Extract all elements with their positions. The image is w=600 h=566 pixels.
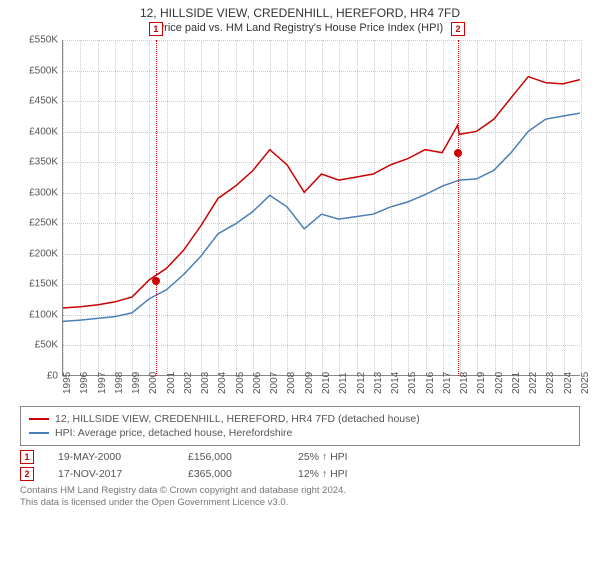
x-axis-label: 1996 bbox=[79, 372, 90, 394]
x-axis-label: 2016 bbox=[425, 372, 436, 394]
legend-item: HPI: Average price, detached house, Here… bbox=[29, 427, 571, 439]
x-axis-label: 2001 bbox=[166, 372, 177, 394]
marker-label: 2 bbox=[451, 22, 465, 36]
legend-label: 12, HILLSIDE VIEW, CREDENHILL, HEREFORD,… bbox=[55, 413, 420, 425]
footnote: Contains HM Land Registry data © Crown c… bbox=[20, 485, 580, 510]
footnote-line: This data is licensed under the Open Gov… bbox=[20, 497, 580, 509]
x-axis-label: 2006 bbox=[252, 372, 263, 394]
x-axis-label: 2015 bbox=[407, 372, 418, 394]
transaction-row: 2 17-NOV-2017£365,00012% ↑ HPI bbox=[20, 467, 580, 481]
x-axis-label: 2004 bbox=[217, 372, 228, 394]
y-axis-label: £500K bbox=[20, 65, 58, 76]
x-axis-label: 2022 bbox=[528, 372, 539, 394]
marker-point bbox=[152, 277, 160, 285]
chart-container: 12, HILLSIDE VIEW, CREDENHILL, HEREFORD,… bbox=[0, 6, 600, 566]
x-axis-label: 2007 bbox=[269, 372, 280, 394]
series-line bbox=[63, 77, 580, 308]
transaction-delta: 25% ↑ HPI bbox=[298, 451, 408, 463]
x-axis-label: 2020 bbox=[494, 372, 505, 394]
transaction-marker: 1 bbox=[20, 450, 34, 464]
x-axis-label: 2019 bbox=[476, 372, 487, 394]
legend-swatch bbox=[29, 418, 49, 420]
legend-box: 12, HILLSIDE VIEW, CREDENHILL, HEREFORD,… bbox=[20, 406, 580, 446]
marker-label: 1 bbox=[149, 22, 163, 36]
y-axis-label: £350K bbox=[20, 157, 58, 168]
x-axis-label: 1999 bbox=[131, 372, 142, 394]
transaction-date: 19-MAY-2000 bbox=[58, 451, 188, 463]
legend-label: HPI: Average price, detached house, Here… bbox=[55, 427, 292, 439]
y-axis-label: £0 bbox=[20, 371, 58, 382]
transaction-price: £365,000 bbox=[188, 468, 298, 480]
x-axis-label: 2012 bbox=[356, 372, 367, 394]
chart-lines bbox=[63, 40, 580, 375]
transaction-price: £156,000 bbox=[188, 451, 298, 463]
transaction-table: 1 19-MAY-2000£156,00025% ↑ HPI 2 17-NOV-201… bbox=[20, 450, 580, 481]
x-axis-label: 2014 bbox=[390, 372, 401, 394]
x-axis-label: 2002 bbox=[183, 372, 194, 394]
x-axis-label: 2005 bbox=[235, 372, 246, 394]
gridline-v bbox=[581, 40, 582, 375]
y-axis-label: £250K bbox=[20, 218, 58, 229]
x-axis-label: 1997 bbox=[97, 372, 108, 394]
x-axis-label: 2021 bbox=[511, 372, 522, 394]
series-line bbox=[63, 113, 580, 321]
y-axis-label: £400K bbox=[20, 126, 58, 137]
x-axis-label: 2008 bbox=[286, 372, 297, 394]
x-axis-label: 2010 bbox=[321, 372, 332, 394]
y-axis-label: £100K bbox=[20, 309, 58, 320]
chart-title: 12, HILLSIDE VIEW, CREDENHILL, HEREFORD,… bbox=[0, 6, 600, 20]
legend-swatch bbox=[29, 432, 49, 434]
x-axis-label: 2017 bbox=[442, 372, 453, 394]
chart-subtitle: Price paid vs. HM Land Registry's House … bbox=[0, 22, 600, 34]
x-axis-label: 2013 bbox=[373, 372, 384, 394]
x-axis-label: 2023 bbox=[545, 372, 556, 394]
marker-guideline bbox=[458, 40, 459, 376]
x-axis-label: 1995 bbox=[62, 372, 73, 394]
y-axis-label: £550K bbox=[20, 35, 58, 46]
x-axis-label: 2003 bbox=[200, 372, 211, 394]
footnote-line: Contains HM Land Registry data © Crown c… bbox=[20, 485, 580, 497]
marker-point bbox=[454, 149, 462, 157]
transaction-date: 17-NOV-2017 bbox=[58, 468, 188, 480]
y-axis-label: £200K bbox=[20, 248, 58, 259]
y-axis-label: £300K bbox=[20, 187, 58, 198]
chart-area: £0 £50K £100K £150K £200K £250K £300K £350K £400… bbox=[20, 40, 580, 400]
y-axis-label: £50K bbox=[20, 340, 58, 351]
x-axis-label: 2025 bbox=[580, 372, 591, 394]
transaction-delta: 12% ↑ HPI bbox=[298, 468, 408, 480]
legend-item: 12, HILLSIDE VIEW, CREDENHILL, HEREFORD,… bbox=[29, 413, 571, 425]
marker-guideline bbox=[156, 40, 157, 376]
x-axis-label: 2009 bbox=[304, 372, 315, 394]
x-axis-label: 2024 bbox=[563, 372, 574, 394]
plot-area: 12 bbox=[62, 40, 580, 376]
y-axis-label: £150K bbox=[20, 279, 58, 290]
x-axis-label: 2000 bbox=[148, 372, 159, 394]
transaction-marker: 2 bbox=[20, 467, 34, 481]
x-axis-label: 2018 bbox=[459, 372, 470, 394]
transaction-row: 1 19-MAY-2000£156,00025% ↑ HPI bbox=[20, 450, 580, 464]
x-axis-label: 2011 bbox=[338, 372, 349, 394]
x-axis-label: 1998 bbox=[114, 372, 125, 394]
y-axis-label: £450K bbox=[20, 96, 58, 107]
